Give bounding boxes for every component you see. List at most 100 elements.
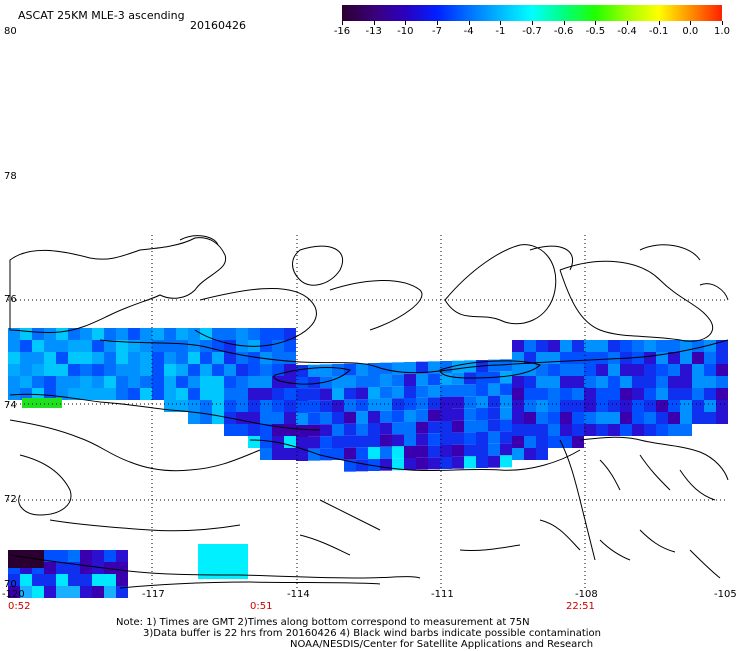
swath-cell (536, 436, 548, 448)
swath-cell (632, 400, 644, 412)
swath-cell (296, 401, 308, 413)
swath-cell (404, 386, 416, 398)
swath-cell (656, 388, 668, 400)
swath-cell (308, 412, 320, 425)
swath-cell (572, 424, 584, 436)
swath-cell (404, 374, 416, 386)
swath-cell (164, 328, 176, 340)
swath-cell (464, 420, 476, 433)
swath-cell (500, 383, 512, 396)
swath-cell (20, 364, 32, 376)
colorbar-tick-label: -7 (432, 26, 442, 37)
swath-cell (272, 448, 284, 460)
swath-cell (236, 364, 248, 376)
swath-cell (248, 424, 260, 436)
swath-cell (560, 364, 572, 376)
swath-cell (104, 352, 116, 364)
swath-cell (188, 340, 200, 352)
colorbar-tick (373, 21, 375, 25)
swath-cell (308, 436, 320, 449)
swath-cell (524, 352, 536, 364)
swath-cell (284, 328, 296, 340)
swath-cell (416, 397, 428, 410)
swath-cell (416, 433, 428, 446)
swath-cell (284, 412, 296, 424)
swath-cell (68, 328, 80, 340)
swath-cell (656, 376, 668, 388)
swath-cell (644, 388, 656, 400)
swath-cell (332, 364, 344, 376)
swath-cell (248, 400, 260, 412)
swath-cell (44, 550, 56, 562)
swath-cell (404, 410, 416, 422)
swath-cell (428, 361, 440, 374)
product-date: 20160426 (190, 19, 246, 32)
swath-cell (680, 388, 692, 400)
swath-cell (560, 436, 572, 448)
colorbar-tick (595, 21, 597, 25)
swath-cell (620, 388, 632, 400)
swath-cell (140, 340, 152, 352)
swath-cell (392, 422, 404, 435)
swath-cell (500, 431, 512, 444)
swath-cell (8, 586, 20, 598)
swath-cell (380, 398, 392, 411)
swath-cell (524, 340, 536, 352)
swath-cell (620, 340, 632, 352)
swath-cell (320, 400, 332, 413)
swath-cell (32, 376, 44, 388)
swath-cell (548, 424, 560, 436)
swath-cell (584, 424, 596, 436)
swath-cell (416, 385, 428, 398)
swath-cell (80, 550, 92, 562)
swath-cell (22, 398, 62, 408)
swath-cell (548, 436, 560, 448)
swath-cell (428, 457, 440, 470)
swath-cell (140, 364, 152, 376)
swath-cell (416, 361, 428, 374)
swath-cell (224, 376, 236, 388)
swath-cell (68, 340, 80, 352)
colorbar-tick (437, 21, 438, 25)
lon-label-108: -108 (575, 589, 598, 600)
swath-cell (464, 384, 476, 397)
swath-cell (308, 424, 320, 437)
swath-cell (104, 562, 116, 574)
swath-cell (356, 459, 368, 472)
swath-cell (680, 352, 692, 364)
swath-cell (56, 376, 68, 388)
swath-cell (584, 376, 596, 388)
swath-cell (344, 459, 356, 472)
swath-cell (20, 586, 32, 598)
swath-cell (308, 388, 320, 401)
swath-cell (56, 364, 68, 376)
swath-cell (572, 376, 584, 388)
swath-cell (692, 400, 704, 412)
swath-cell (92, 388, 104, 400)
colorbar-tick (627, 21, 628, 25)
swath-cell (368, 423, 380, 435)
swath-cell (680, 364, 692, 376)
swath-cell (284, 376, 296, 388)
swath-cell (164, 340, 176, 352)
swath-cell (392, 434, 404, 447)
swath-cell (368, 387, 380, 399)
swath-cell (152, 388, 164, 400)
swath-cell (296, 413, 308, 425)
swath-cell (80, 364, 92, 376)
swath-cell (608, 376, 620, 388)
swath-cell (164, 352, 176, 364)
swath-cell (44, 388, 56, 400)
swath-cell (488, 395, 500, 408)
swath-cell (92, 574, 104, 586)
swath-cell (620, 424, 632, 436)
swath-cell (668, 424, 680, 436)
swath-cell (668, 388, 680, 400)
swath-cell (596, 376, 608, 388)
swath-cell (198, 544, 248, 579)
swath-cell (500, 407, 512, 420)
note-line-3: NOAA/NESDIS/Center for Satellite Applica… (290, 639, 594, 650)
swath-cell (524, 364, 536, 376)
swath-cell (548, 340, 560, 352)
swath-cell (32, 364, 44, 376)
